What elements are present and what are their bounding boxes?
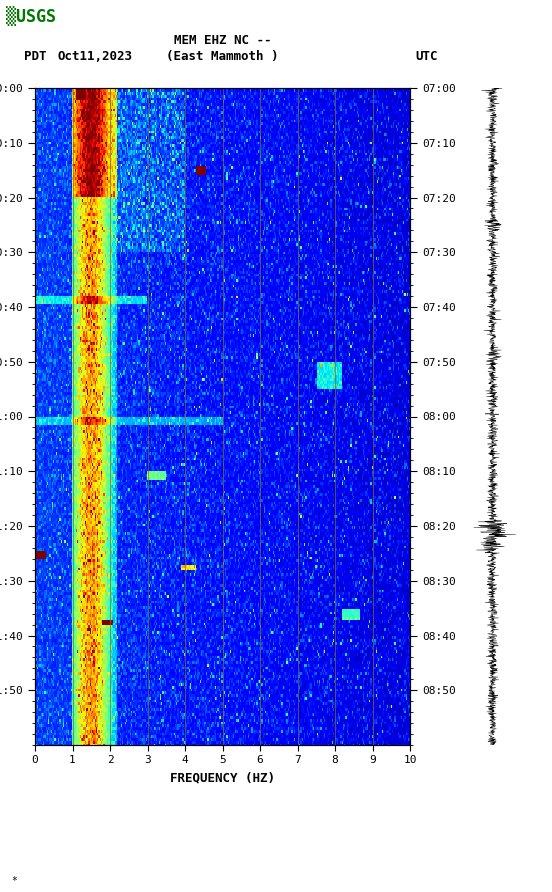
X-axis label: FREQUENCY (HZ): FREQUENCY (HZ)	[170, 771, 275, 784]
Text: PDT: PDT	[24, 50, 46, 62]
Text: Oct11,2023: Oct11,2023	[57, 50, 132, 62]
Text: ▒USGS: ▒USGS	[6, 6, 56, 26]
Text: MEM EHZ NC --: MEM EHZ NC --	[174, 34, 271, 46]
Text: *: *	[11, 876, 17, 887]
Text: UTC: UTC	[416, 50, 438, 62]
Text: (East Mammoth ): (East Mammoth )	[166, 50, 279, 62]
